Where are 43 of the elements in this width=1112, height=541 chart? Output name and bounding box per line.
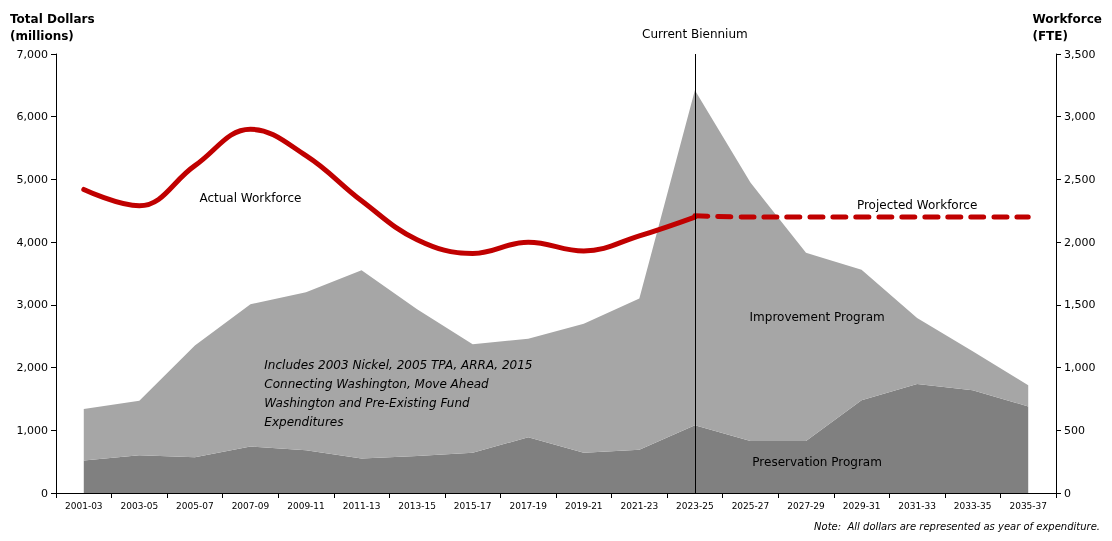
- y-tick-label: 6,000: [16, 110, 48, 124]
- y2-axis-title: Workforce (FTE): [1032, 11, 1103, 43]
- x-tick-label: 2033-35: [953, 500, 992, 511]
- x-tick-label: 2007-09: [231, 500, 270, 511]
- y-tick-label: 2,000: [16, 361, 48, 375]
- y-tick-label: 4,000: [16, 235, 48, 249]
- x-tick-label: 2027-29: [787, 500, 826, 511]
- y2-tick-label: 2,500: [1064, 172, 1096, 186]
- y2-tick-label: 500: [1064, 423, 1085, 437]
- x-tick-label: 2013-15: [398, 500, 436, 511]
- y-tick-label: 1,000: [16, 423, 48, 437]
- y2-tick-label: 3,000: [1064, 110, 1096, 124]
- x-tick-label: 2009-11: [287, 500, 325, 511]
- x-tick-label: 2021-23: [620, 500, 659, 511]
- x-tick-label: 2001-03: [64, 500, 103, 511]
- y-tick-label: 5,000: [16, 172, 48, 186]
- y2-tick-label: 1,000: [1064, 361, 1096, 375]
- ref-line-label: Current Biennium: [642, 27, 748, 41]
- x-tick-label: 2015-17: [453, 500, 492, 511]
- x-tick-label: 2003-05: [120, 500, 159, 511]
- x-tick-label: 2019-21: [564, 500, 603, 511]
- annotation: Includes 2003 Nickel, 2005 TPA, ARRA, 2015 Connecting Washington, Move Ahead Washington and Pre-Existing Fund Expenditures: [264, 357, 537, 429]
- x-tick-label: 2025-27: [731, 500, 770, 511]
- y-tick-label: 3,000: [16, 298, 48, 312]
- series-label: Preservation Program: [752, 454, 882, 469]
- x-tick-label: 2023-25: [676, 500, 714, 511]
- y2-tick-label: 0: [1064, 486, 1071, 500]
- y2-tick-label: 3,500: [1064, 47, 1096, 61]
- y-tick-label: 0: [41, 486, 48, 500]
- x-tick-label: 2031-33: [898, 500, 936, 511]
- series-label: Projected Workforce: [856, 197, 978, 212]
- y2-tick-label: 2,000: [1064, 235, 1096, 249]
- y2-tick-label: 1,500: [1064, 298, 1096, 312]
- x-tick-label: 2011-13: [342, 500, 381, 511]
- x-tick-label: 2017-19: [509, 500, 548, 511]
- y-tick-label: 7,000: [16, 47, 48, 61]
- series-label: Improvement Program: [749, 310, 885, 325]
- y-axis-title: Total Dollars (millions): [10, 11, 95, 43]
- text: Note: All dollars are represented as year of expenditure.: [814, 520, 1101, 532]
- x-tick-label: 2005-07: [176, 500, 214, 511]
- series-label: Actual Workforce: [199, 191, 302, 206]
- x-tick-label: 2035-37: [1009, 500, 1048, 511]
- x-tick-label: 2029-31: [842, 500, 881, 511]
